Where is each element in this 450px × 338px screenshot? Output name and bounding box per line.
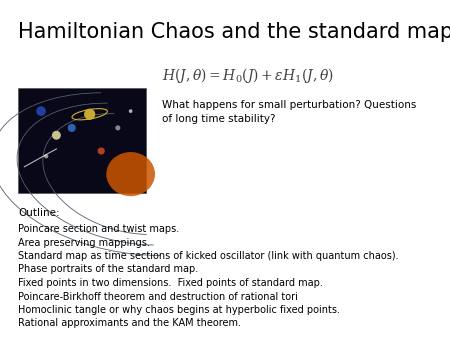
Text: Poincare section and twist maps.: Poincare section and twist maps. [18,224,179,234]
Text: Area preserving mappings.: Area preserving mappings. [18,238,150,247]
Text: Phase portraits of the standard map.: Phase portraits of the standard map. [18,265,198,274]
Text: $H(J,\theta) = H_0(J) + \epsilon H_1(J,\theta)$: $H(J,\theta) = H_0(J) + \epsilon H_1(J,\… [162,66,334,85]
Circle shape [53,131,60,139]
Text: Standard map as time sections of kicked oscillator (link with quantum chaos).: Standard map as time sections of kicked … [18,251,399,261]
Text: Homoclinic tangle or why chaos begins at hyperbolic fixed points.: Homoclinic tangle or why chaos begins at… [18,305,340,315]
Text: Fixed points in two dimensions.  Fixed points of standard map.: Fixed points in two dimensions. Fixed po… [18,278,323,288]
Ellipse shape [106,152,155,196]
Circle shape [85,109,94,119]
Text: Hamiltonian Chaos and the standard map: Hamiltonian Chaos and the standard map [18,22,450,42]
Circle shape [130,110,132,112]
Circle shape [68,124,75,131]
Circle shape [37,107,45,115]
Text: Outline:: Outline: [18,208,59,218]
Circle shape [45,155,48,158]
Text: What happens for small perturbation? Questions
of long time stability?: What happens for small perturbation? Que… [162,100,416,124]
Text: Poincare-Birkhoff theorem and destruction of rational tori: Poincare-Birkhoff theorem and destructio… [18,291,298,301]
Bar [18,88,146,193]
Circle shape [116,126,120,130]
Text: Rational approximants and the KAM theorem.: Rational approximants and the KAM theore… [18,318,241,329]
Circle shape [98,148,104,154]
